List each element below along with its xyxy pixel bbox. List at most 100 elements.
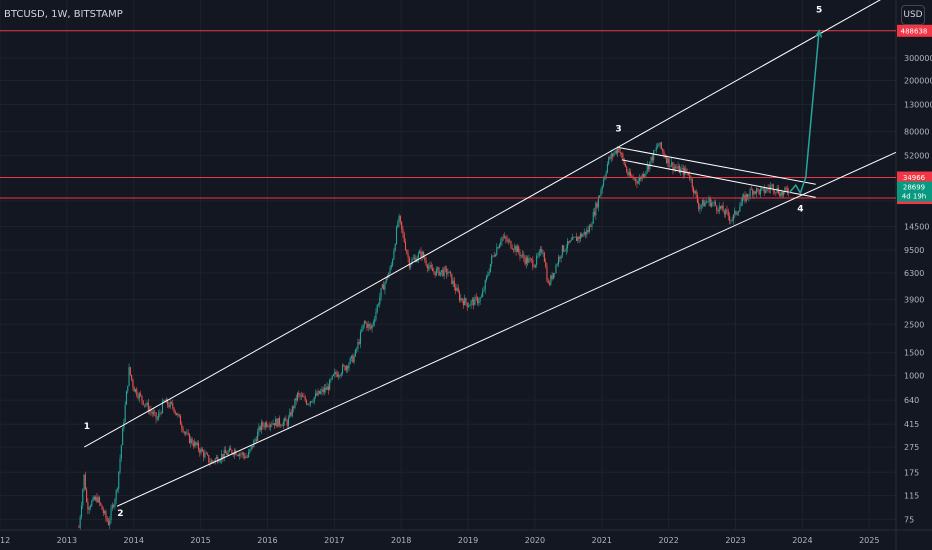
candle-body	[222, 453, 224, 458]
candle-body	[392, 259, 394, 266]
candle-body	[97, 497, 99, 503]
candle-body	[109, 519, 111, 526]
candle-body	[182, 428, 184, 433]
x-tick-label: 2017	[324, 536, 344, 545]
candle-body	[88, 507, 90, 510]
projection-path[interactable]	[788, 30, 820, 195]
trendline-channel-upper[interactable]	[84, 0, 896, 448]
y-tick-label: 52000	[904, 151, 929, 160]
candle-body	[178, 414, 180, 416]
candle-body	[431, 268, 434, 272]
candle-body	[290, 412, 292, 416]
candle-body	[80, 505, 83, 517]
x-tick-label: 2014	[124, 536, 144, 545]
candle-body	[371, 324, 373, 329]
candle-body	[555, 265, 557, 273]
candle-body	[190, 438, 192, 444]
candle-body	[780, 191, 782, 197]
candle-body	[602, 179, 605, 186]
candle-body	[428, 266, 430, 269]
candle-body	[655, 147, 657, 151]
candle-body	[258, 426, 260, 432]
candle-body	[187, 432, 189, 435]
candle-body	[556, 264, 558, 266]
candle-body	[137, 395, 139, 399]
candle-body	[173, 407, 175, 412]
trendline-channel-lower[interactable]	[116, 151, 896, 507]
candle-body	[381, 284, 383, 289]
x-tick-label: 2015	[190, 536, 210, 545]
candle-body	[438, 267, 440, 276]
candle-body	[250, 446, 252, 450]
trendline-wedge-lower[interactable]	[621, 159, 816, 198]
candle-body	[665, 157, 668, 163]
candle-body	[251, 446, 254, 448]
candle-body	[570, 239, 572, 241]
candle-body	[218, 461, 220, 463]
candle-body	[155, 412, 157, 419]
candle-body	[223, 450, 225, 458]
trendline-wedge-upper[interactable]	[618, 146, 816, 185]
candle-body	[212, 460, 214, 462]
candle-body	[605, 172, 607, 177]
candle-body	[712, 202, 714, 204]
candle-body	[551, 275, 553, 279]
candle-body	[547, 280, 549, 284]
candle-body	[743, 195, 745, 197]
candle-body	[461, 298, 463, 301]
candle-body	[362, 324, 364, 330]
candle-body	[357, 342, 359, 349]
candle-body	[528, 258, 530, 263]
candle-body	[711, 202, 713, 207]
candle-body	[209, 462, 211, 463]
candle-body	[460, 298, 462, 301]
candle-body	[672, 162, 674, 170]
candle-body	[376, 305, 378, 312]
candle-body	[772, 184, 774, 192]
candle-body	[214, 458, 216, 462]
candle-body	[420, 251, 422, 257]
candle-body	[300, 395, 302, 397]
candle-body	[271, 424, 273, 426]
candle-body	[681, 167, 683, 169]
candle-body	[308, 403, 310, 405]
candle-body	[736, 212, 738, 215]
x-tick-label: 2023	[725, 536, 745, 545]
candle-body	[133, 387, 135, 392]
candle-body	[518, 246, 520, 253]
candle-body	[516, 246, 518, 253]
y-tick-label: 200000	[904, 77, 932, 86]
candle-body	[615, 150, 617, 154]
candle-body	[725, 209, 727, 215]
candle-body	[492, 255, 494, 257]
candle-body	[519, 252, 521, 257]
candle-body	[296, 393, 299, 401]
x-tick-label: 2024	[792, 536, 812, 545]
candle-body	[159, 412, 161, 414]
candle-body	[176, 413, 178, 416]
candle-body	[783, 191, 785, 196]
candle-body	[738, 211, 740, 213]
candle-body	[318, 390, 320, 394]
bar-countdown-label: 4d 19h	[902, 193, 926, 201]
candle-body	[361, 329, 363, 332]
candle-body	[591, 223, 593, 227]
candle-body	[640, 177, 642, 180]
currency-button[interactable]: USD	[901, 5, 925, 25]
candle-body	[770, 186, 772, 190]
candle-body	[515, 245, 517, 253]
candle-body	[138, 393, 140, 399]
candle-body	[412, 258, 414, 260]
candle-body	[510, 240, 512, 249]
candle-body	[241, 452, 243, 455]
candle-body	[647, 165, 650, 170]
candle-body	[386, 276, 389, 278]
candle-body	[181, 424, 183, 429]
candle-body	[269, 424, 272, 427]
candle-body	[323, 387, 326, 393]
candle-body	[79, 516, 81, 528]
candle-body	[224, 450, 227, 454]
candle-body	[474, 296, 476, 306]
level-price-label: 488638	[901, 27, 928, 35]
